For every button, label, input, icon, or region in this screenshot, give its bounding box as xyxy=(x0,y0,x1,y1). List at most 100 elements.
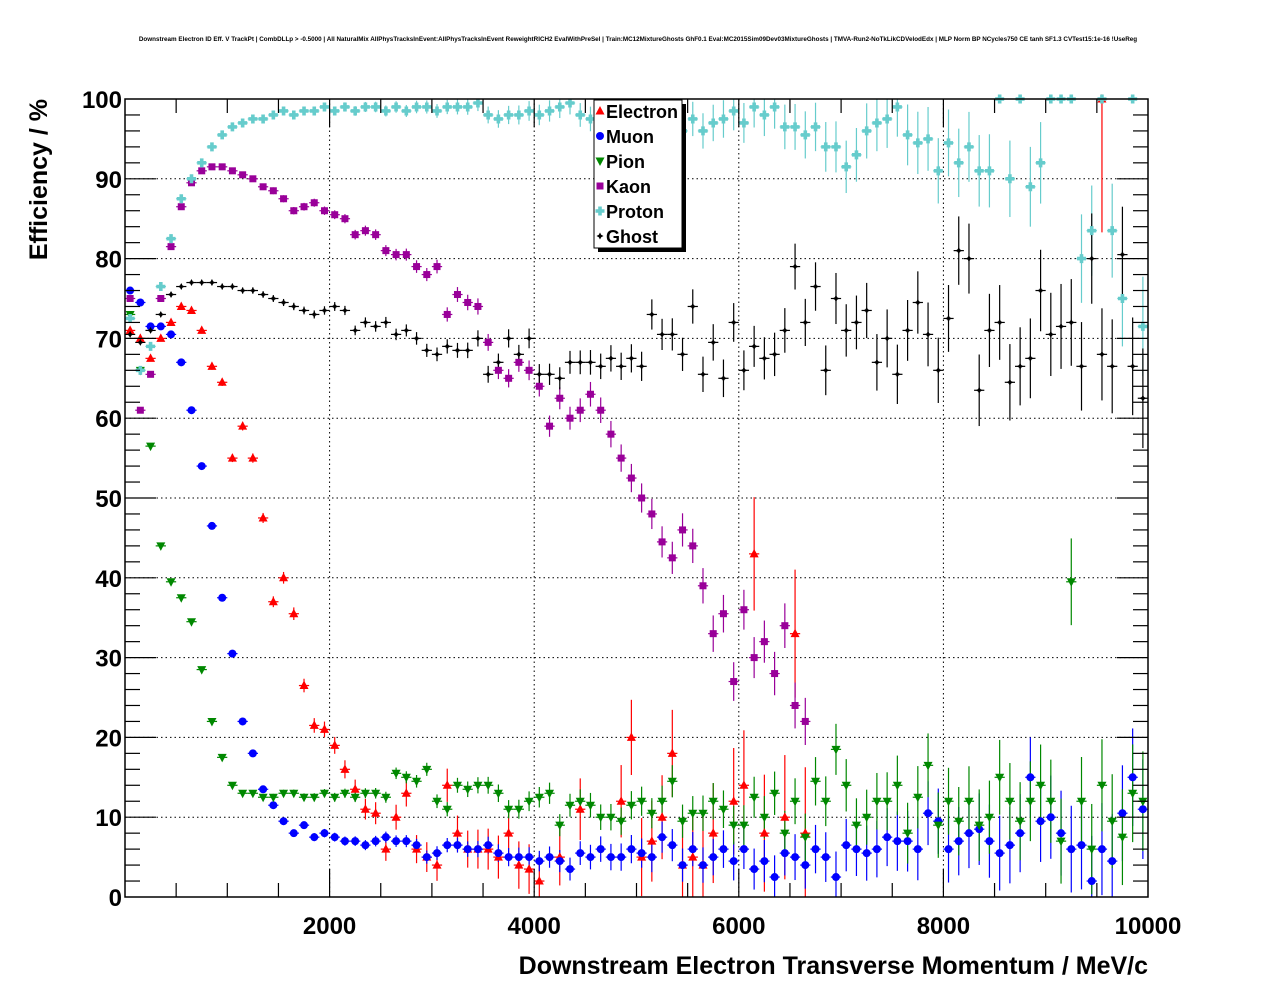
x-tick-label: 4000 xyxy=(508,913,561,940)
ghost-point xyxy=(249,287,257,295)
pion-point xyxy=(1128,789,1138,799)
proton-point xyxy=(831,142,841,152)
muon-point xyxy=(719,845,728,854)
kaon-point xyxy=(433,263,441,271)
ghost-point xyxy=(1139,394,1147,402)
pion-point xyxy=(688,809,698,819)
kaon-point xyxy=(760,638,768,646)
pion-point xyxy=(1046,797,1056,807)
muon-point xyxy=(525,853,534,862)
pion-point xyxy=(217,753,227,763)
proton-point xyxy=(913,138,923,148)
ghost-point xyxy=(280,298,288,306)
proton-point xyxy=(862,126,872,136)
ghost-point xyxy=(945,314,953,322)
pion-point xyxy=(851,821,861,831)
ghost-point xyxy=(801,318,809,326)
electron-point xyxy=(156,333,166,342)
ghost-point xyxy=(1026,354,1034,362)
proton-point xyxy=(534,110,544,120)
muon-point xyxy=(1036,817,1045,826)
pion-point xyxy=(903,829,913,839)
pion-point xyxy=(432,797,442,807)
muon-point xyxy=(739,845,748,854)
proton-point xyxy=(565,98,575,108)
kaon-point xyxy=(167,243,175,251)
ghost-point xyxy=(423,346,431,354)
ghost-point xyxy=(597,362,605,370)
muon-point xyxy=(1016,829,1025,838)
muon-point xyxy=(443,841,452,850)
proton-point xyxy=(452,102,462,112)
y-tick-label: 90 xyxy=(95,167,122,194)
proton-point xyxy=(974,166,984,176)
proton-point xyxy=(841,162,851,172)
ghost-point xyxy=(1037,287,1045,295)
kaon-point xyxy=(177,203,185,211)
ghost-point xyxy=(873,358,881,366)
kaon-point xyxy=(525,366,533,374)
kaon-point xyxy=(576,406,584,414)
electron-point xyxy=(279,572,289,582)
pion-point xyxy=(442,805,452,815)
kaon-point xyxy=(382,247,390,255)
muon-point xyxy=(647,853,656,862)
pion-point xyxy=(299,793,309,803)
ghost-point xyxy=(525,334,533,342)
pion-point xyxy=(176,594,186,603)
muon-point xyxy=(852,845,861,854)
proton-point xyxy=(1005,174,1015,184)
kaon-point xyxy=(515,358,523,366)
kaon-point xyxy=(423,271,431,279)
kaon-point xyxy=(280,195,288,203)
ghost-point xyxy=(689,302,697,310)
muon-point xyxy=(811,845,820,854)
muon-point xyxy=(831,873,840,882)
muon-point xyxy=(1138,805,1147,814)
muon-point xyxy=(555,857,564,866)
proton-point xyxy=(585,114,595,124)
muon-point xyxy=(218,593,227,602)
proton-point xyxy=(360,102,370,112)
kaon-point xyxy=(361,227,369,235)
kaon-point xyxy=(648,510,656,518)
proton-point xyxy=(790,122,800,132)
muon-point xyxy=(729,857,738,866)
muon-point xyxy=(596,845,605,854)
muon-point xyxy=(678,861,687,870)
kaon-point xyxy=(750,654,758,662)
muon-point xyxy=(248,749,257,758)
pion-point xyxy=(1077,797,1087,807)
ghost-point xyxy=(341,306,349,314)
ghost-point xyxy=(239,287,247,295)
proton-point xyxy=(770,102,780,112)
ghost-point xyxy=(402,326,410,334)
pion-point xyxy=(422,765,432,775)
kaon-point xyxy=(484,338,492,346)
pion-point xyxy=(585,801,595,811)
proton-point xyxy=(749,102,759,112)
proton-point xyxy=(227,122,237,132)
proton-point xyxy=(238,118,248,128)
proton-point xyxy=(504,110,514,120)
pion-point xyxy=(913,793,923,803)
ghost-point xyxy=(627,354,635,362)
kaon-point xyxy=(218,163,226,171)
electron-point xyxy=(626,732,636,741)
pion-point xyxy=(984,813,994,823)
muon-legend-marker xyxy=(596,132,604,140)
electron-point xyxy=(330,740,340,749)
ghost-point xyxy=(740,366,748,374)
axis-ticks xyxy=(125,99,1148,897)
ghost-point xyxy=(1118,251,1126,259)
kaon-point xyxy=(239,171,247,179)
proton-point xyxy=(964,142,974,152)
muon-point xyxy=(924,809,933,818)
proton-point xyxy=(248,114,258,124)
muon-point xyxy=(903,837,912,846)
ghost-point xyxy=(535,370,543,378)
pion-point xyxy=(146,442,156,452)
y-tick-label: 20 xyxy=(95,725,122,752)
muon-point xyxy=(954,837,963,846)
